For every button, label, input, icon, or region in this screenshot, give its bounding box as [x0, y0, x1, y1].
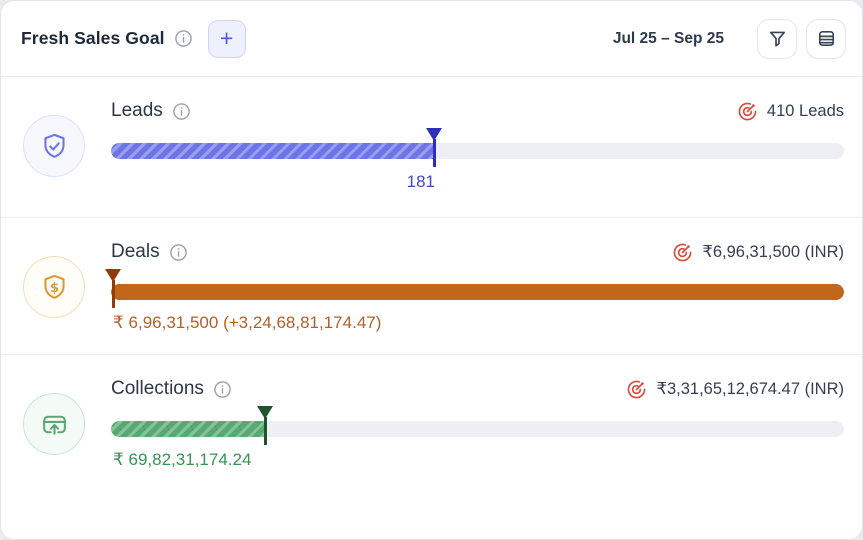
progress-track — [111, 421, 844, 437]
progress-bar — [104, 269, 844, 308]
goal-title: Collections — [111, 378, 204, 399]
add-goal-button[interactable]: + — [207, 19, 246, 58]
filter-button[interactable] — [757, 18, 797, 59]
svg-text:$: $ — [49, 280, 58, 296]
goal-badge: $ — [23, 256, 85, 318]
info-icon[interactable] — [174, 29, 193, 48]
progress-track — [111, 284, 844, 300]
funnel-icon — [767, 28, 788, 49]
card-header: Fresh Sales Goal + Jul 25 – Sep 25 — [1, 1, 862, 77]
progress-track — [111, 143, 844, 159]
goal-badge — [23, 115, 85, 177]
goal-target: 410 Leads — [737, 101, 844, 122]
shield-check-icon — [39, 131, 70, 162]
progress-bar — [111, 406, 844, 445]
target-icon — [737, 101, 758, 122]
current-value-label: ₹ 69,82,31,174.24 — [113, 450, 252, 469]
target-icon — [672, 242, 693, 263]
progress-fill — [111, 143, 435, 159]
info-icon[interactable] — [169, 243, 188, 262]
current-value-label: 181 — [406, 172, 435, 191]
target-icon — [626, 379, 647, 400]
goal-title: Leads — [111, 100, 163, 121]
progress-fill — [111, 284, 844, 300]
goal-target: ₹6,96,31,500 (INR) — [672, 242, 844, 263]
target-value: 410 Leads — [766, 101, 844, 120]
shield-dollar-icon: $ — [39, 272, 70, 303]
goal-row-leads: Leads 410 Leads — [1, 77, 862, 218]
target-value: ₹3,31,65,12,674.47 (INR) — [656, 380, 844, 398]
goal-title: Deals — [111, 241, 160, 262]
card-arrow-up-icon — [39, 409, 70, 440]
progress-bar — [111, 128, 844, 167]
goal-target: ₹3,31,65,12,674.47 (INR) — [626, 379, 844, 400]
info-icon[interactable] — [172, 102, 191, 121]
date-range[interactable]: Jul 25 – Sep 25 — [612, 29, 724, 47]
report-table-button[interactable] — [806, 18, 846, 59]
target-value: ₹6,96,31,500 (INR) — [702, 243, 844, 261]
goal-row-collections: Collections ₹3,31,65,12,674.47 (INR) — [1, 355, 862, 539]
page-title: Fresh Sales Goal — [21, 28, 165, 48]
goal-row-deals: $ Deals ₹6,96,31,5 — [1, 218, 862, 355]
goal-badge — [23, 393, 85, 455]
info-icon[interactable] — [213, 380, 232, 399]
table-rows-icon — [816, 28, 837, 49]
progress-fill — [111, 421, 266, 437]
current-value-label: ₹ 6,96,31,500 (+3,24,68,81,174.47) — [113, 313, 382, 332]
